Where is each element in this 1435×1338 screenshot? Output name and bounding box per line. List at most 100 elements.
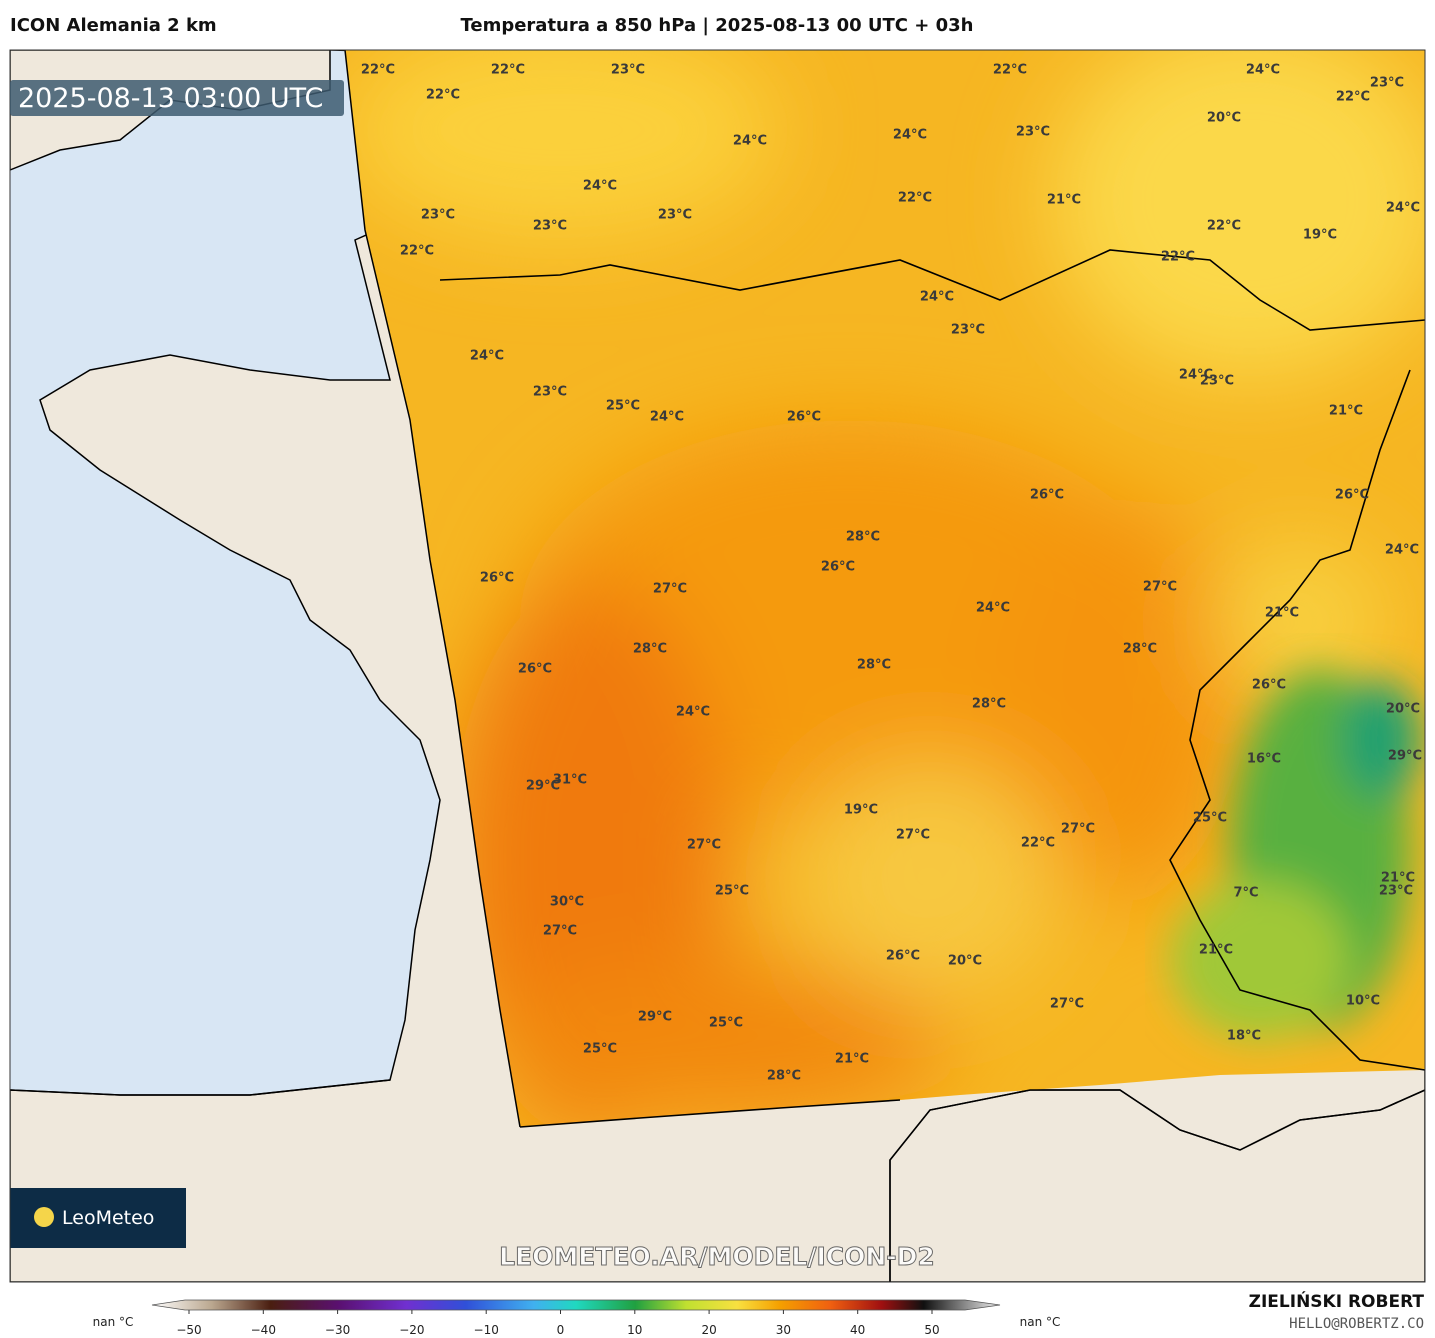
email: HELLO@ROBERTZ.CO xyxy=(1289,1316,1424,1332)
temperature-label: 24°C xyxy=(733,134,767,149)
temperature-label: 26°C xyxy=(1335,488,1369,503)
temperature-label: 26°C xyxy=(886,949,920,964)
colorbar-tick-label: −30 xyxy=(325,1323,350,1337)
temperature-label: 26°C xyxy=(480,571,514,586)
temperature-label: 27°C xyxy=(896,828,930,843)
temperature-label: 29°C xyxy=(526,779,560,794)
temperature-label: 22°C xyxy=(1021,836,1055,851)
temperature-label: 24°C xyxy=(583,179,617,194)
watermark: LEOMETEO.AR/MODEL/ICON-D2 xyxy=(499,1242,935,1271)
temperature-label: 23°C xyxy=(533,219,567,234)
temperature-label: 25°C xyxy=(709,1016,743,1031)
temperature-label: 22°C xyxy=(1336,90,1370,105)
temperature-label: 20°C xyxy=(1207,111,1241,126)
colorbar-tick-label: 10 xyxy=(627,1323,642,1337)
temperature-label: 24°C xyxy=(1385,543,1419,558)
temperature-label: 22°C xyxy=(361,63,395,78)
temperature-label: 21°C xyxy=(1265,606,1299,621)
temperature-label: 25°C xyxy=(606,399,640,414)
temperature-label: 19°C xyxy=(844,803,878,818)
colorbar-tick-label: 20 xyxy=(701,1323,716,1337)
colorbar-tick-label: −20 xyxy=(399,1323,424,1337)
colorbar-tick-label: 30 xyxy=(776,1323,791,1337)
colorbar-tick-label: 0 xyxy=(557,1323,565,1337)
temperature-label: 30°C xyxy=(550,895,584,910)
temperature-label: 31°C xyxy=(553,773,587,788)
temperature-label: 22°C xyxy=(898,191,932,206)
temperature-label: 29°C xyxy=(1388,749,1422,764)
colorbar-tick-label: −40 xyxy=(251,1323,276,1337)
temperature-label: 23°C xyxy=(658,208,692,223)
temperature-label: 24°C xyxy=(1386,201,1420,216)
temperature-label: 23°C xyxy=(1379,884,1413,899)
author: ZIELIŃSKI ROBERT xyxy=(1249,1290,1425,1312)
colorbar-tick-label: 50 xyxy=(924,1323,939,1337)
temperature-label: 28°C xyxy=(1123,642,1157,657)
map-labels: 22°C 22°C 23°C 22°C 24°C23°C22°C 22°C20°C24°C… xyxy=(361,63,1422,1084)
temperature-label: 22°C xyxy=(491,63,525,78)
temperature-label: 21°C xyxy=(1047,193,1081,208)
model-name: ICON Alemania 2 km xyxy=(10,15,217,36)
temperature-label: 28°C xyxy=(633,642,667,657)
temperature-label: 22°C xyxy=(1207,219,1241,234)
temperature-label: 19°C xyxy=(1303,228,1337,243)
temperature-label: 26°C xyxy=(1030,488,1064,503)
temperature-label: 27°C xyxy=(1143,580,1177,595)
temperature-label: 27°C xyxy=(687,838,721,853)
temperature-label: 21°C xyxy=(1381,871,1415,886)
temperature-label: 24°C xyxy=(893,128,927,143)
colorbar xyxy=(151,1299,1001,1311)
temperature-label: 24°C xyxy=(1179,368,1213,383)
colorbar-ticks: −50 −40 −30 −20 −10 0 10 20 30 40 50 xyxy=(176,1310,940,1337)
temperature-label: 10°C xyxy=(1346,994,1380,1009)
temperature-label: 7°C xyxy=(1233,886,1258,901)
temperature-label: 25°C xyxy=(715,884,749,899)
temperature-label: 23°C xyxy=(1200,374,1234,389)
map xyxy=(10,50,1425,1282)
temperature-label: 22°C xyxy=(400,244,434,259)
temperature-label: 21°C xyxy=(835,1052,869,1067)
timestamp: 2025-08-13 03:00 UTC xyxy=(18,83,323,114)
logo: LeoMeteo xyxy=(62,1207,154,1229)
temperature-label: 24°C xyxy=(650,410,684,425)
colorbar-left-label: nan °C xyxy=(93,1315,134,1329)
colorbar-tick-label: −10 xyxy=(474,1323,499,1337)
temperature-label: 23°C xyxy=(421,208,455,223)
temperature-label: 23°C xyxy=(1370,76,1404,91)
temperature-label: 26°C xyxy=(821,560,855,575)
temperature-label: 22°C xyxy=(426,88,460,103)
temperature-label: 26°C xyxy=(1252,678,1286,693)
temperature-label: 26°C xyxy=(787,410,821,425)
map-title: Temperatura a 850 hPa | 2025-08-13 00 UT… xyxy=(460,15,973,36)
temperature-label: 28°C xyxy=(857,658,891,673)
colorbar-right-label: nan °C xyxy=(1020,1315,1061,1329)
temperature-label: 18°C xyxy=(1227,1029,1261,1044)
temperature-label: 23°C xyxy=(951,323,985,338)
temperature-label: 27°C xyxy=(1050,997,1084,1012)
colorbar-tick-label: −50 xyxy=(176,1323,201,1337)
temperature-label: 27°C xyxy=(543,924,577,939)
temperature-label: 24°C xyxy=(1246,63,1280,78)
temperature-label: 25°C xyxy=(1193,811,1227,826)
temperature-label: 16°C xyxy=(1247,752,1281,767)
temperature-label: 23°C xyxy=(611,63,645,78)
temperature-label: 27°C xyxy=(653,582,687,597)
temperature-label: 28°C xyxy=(972,697,1006,712)
temperature-label: 26°C xyxy=(518,662,552,677)
temperature-label: 24°C xyxy=(920,290,954,305)
temperature-label: 25°C xyxy=(583,1042,617,1057)
colorbar-tick-label: 40 xyxy=(850,1323,865,1337)
temperature-label: 24°C xyxy=(676,705,710,720)
temperature-label: 24°C xyxy=(976,601,1010,616)
temperature-label: 23°C xyxy=(1016,125,1050,140)
temperature-label: 23°C xyxy=(533,385,567,400)
temperature-label: 22°C xyxy=(993,63,1027,78)
temperature-label: 28°C xyxy=(767,1069,801,1084)
temperature-label: 21°C xyxy=(1329,404,1363,419)
temperature-label: 24°C xyxy=(470,349,504,364)
temperature-label: 21°C xyxy=(1199,943,1233,958)
temperature-label: 27°C xyxy=(1061,822,1095,837)
temperature-label: 22°C xyxy=(1161,250,1195,265)
temperature-label: 29°C xyxy=(638,1010,672,1025)
